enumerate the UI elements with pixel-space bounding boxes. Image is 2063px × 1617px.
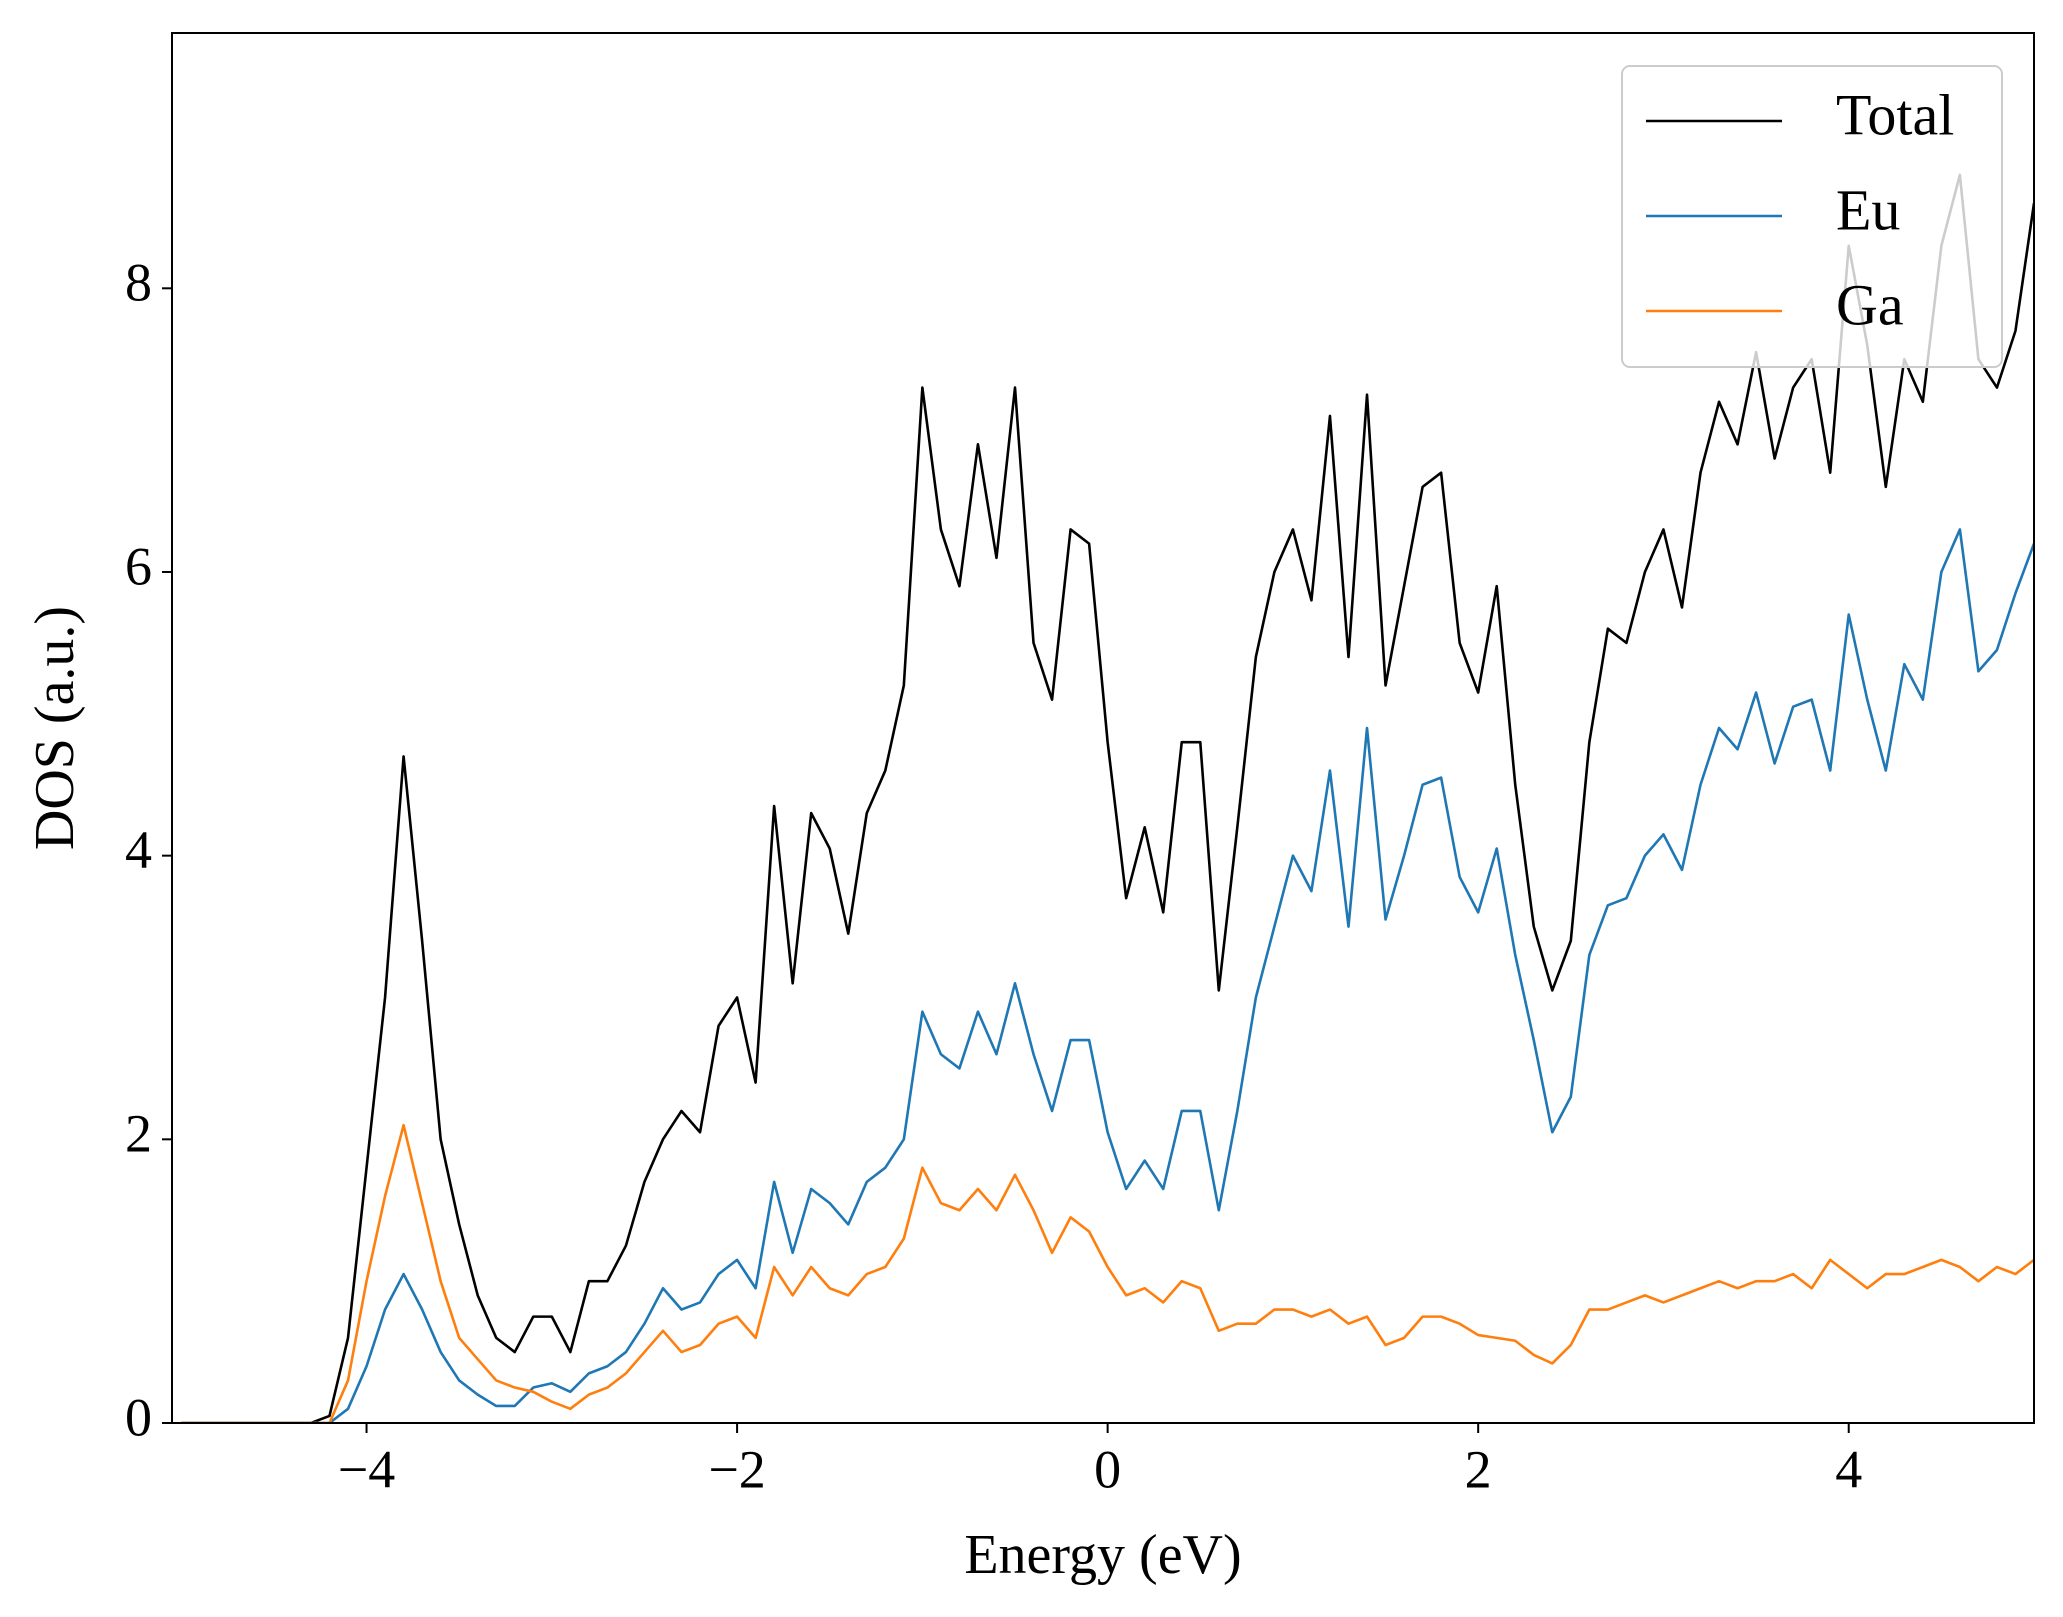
plot-area (181, 173, 2034, 1423)
y-tick-label: 0 (125, 1387, 152, 1447)
legend: Total Eu Ga (1621, 65, 2003, 368)
legend-box (1621, 65, 2003, 368)
x-axis-label: Energy (eV) (964, 1524, 1241, 1586)
y-tick-label: 6 (125, 536, 152, 596)
legend-label: Eu (1836, 177, 1900, 242)
series-line (181, 173, 2034, 1423)
y-tick-label: 2 (125, 1104, 152, 1164)
x-tick-label: 2 (1465, 1439, 1492, 1499)
legend-label: Ga (1836, 272, 1904, 337)
legend-label: Total (1836, 82, 1954, 147)
series-line (181, 1123, 2034, 1423)
x-tick-label: 0 (1094, 1439, 1121, 1499)
x-tick-label: 4 (1835, 1439, 1862, 1499)
y-tick-label: 4 (125, 820, 152, 880)
x-tick-label: −4 (338, 1439, 395, 1499)
axes-frame (171, 32, 2035, 1424)
series-line (181, 528, 2034, 1423)
x-tick-label: −2 (708, 1439, 765, 1499)
y-axis-label: DOS (a.u.) (24, 606, 86, 850)
y-tick-label: 8 (125, 253, 152, 313)
